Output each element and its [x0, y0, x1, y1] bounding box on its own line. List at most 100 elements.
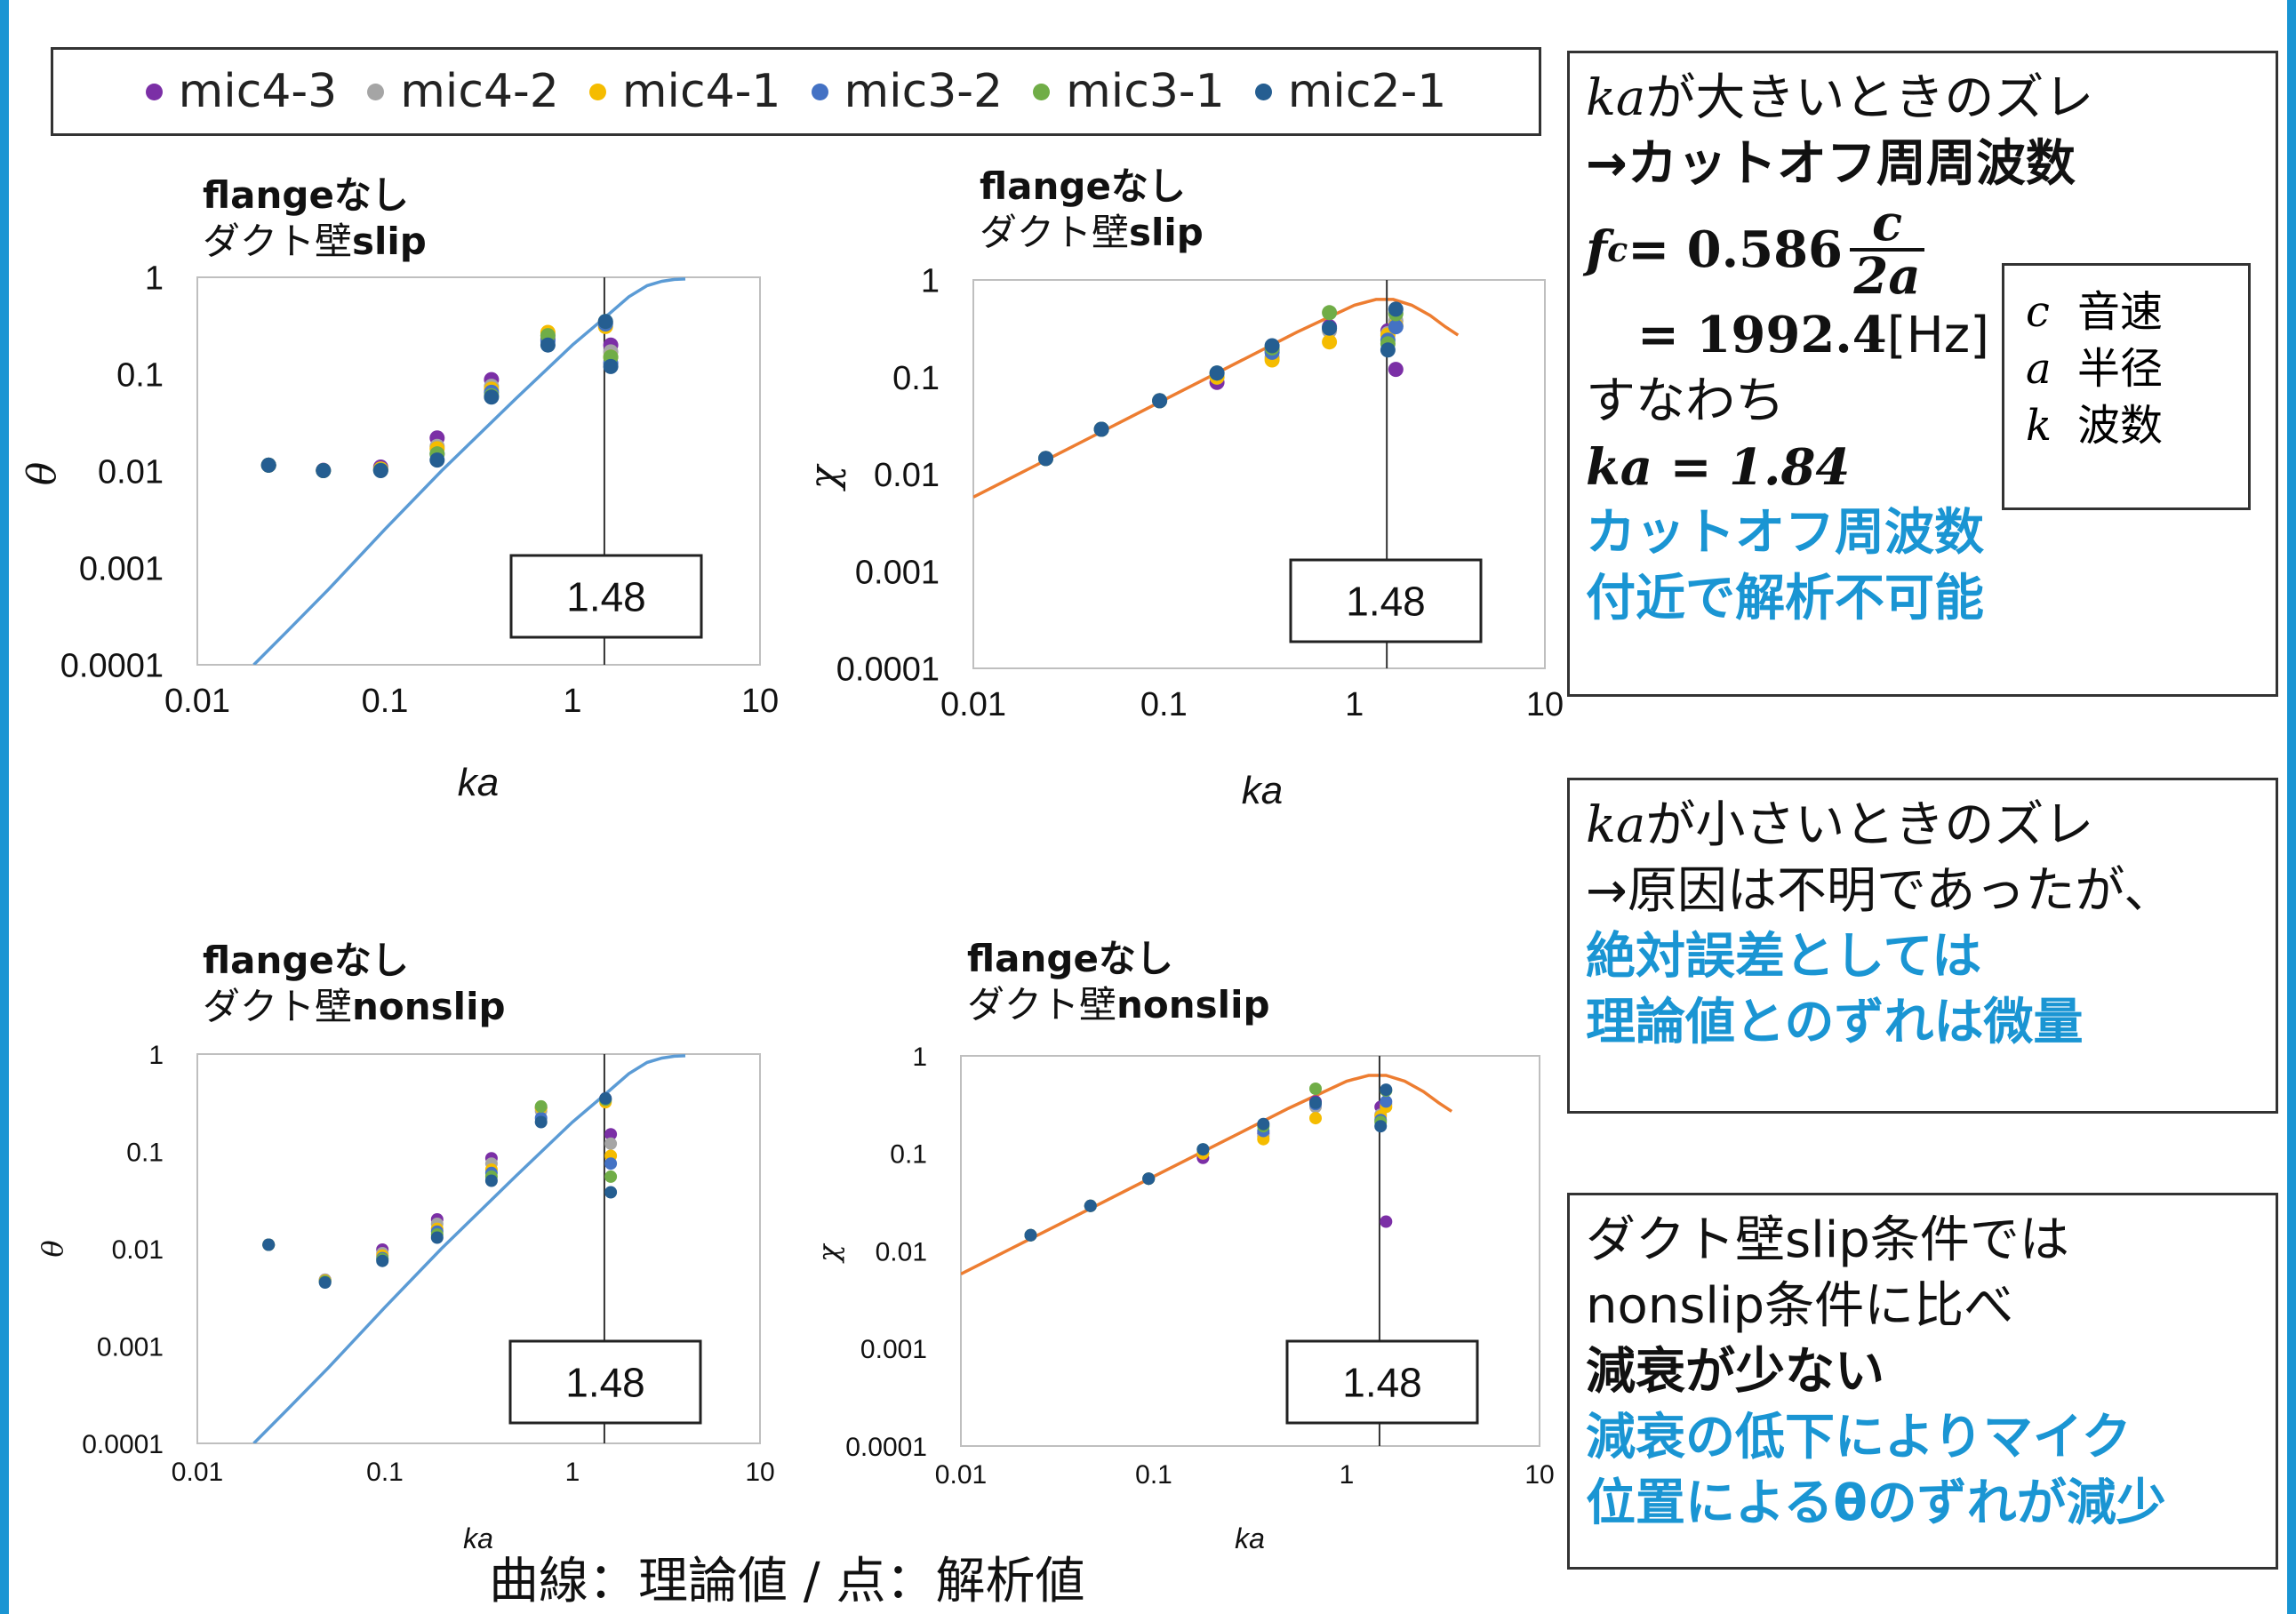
small-ka-explanation-box: kaが小さいときのズレ →原因は不明であったが、 絶対誤差としては 理論値とのず… — [1567, 778, 2278, 1114]
eq-fraction: c 2a — [1850, 198, 1925, 306]
y-tick-label: 0.1 — [116, 357, 164, 395]
x-axis-label: ka — [458, 761, 499, 804]
data-point-mic2-1 — [1196, 1143, 1210, 1156]
data-point-mic2-1 — [1024, 1228, 1037, 1242]
legend-marker-icon — [1254, 83, 1272, 100]
symbol-k: k — [2026, 401, 2052, 451]
data-point-mic2-1 — [318, 1276, 332, 1289]
data-point-mic4-2 — [604, 1137, 618, 1150]
box3-line1: ダクト壁slip条件では — [1586, 1211, 2069, 1269]
chart-2-title-bold: flangeなし — [980, 164, 1186, 208]
x-axis-label: ka — [1235, 1522, 1265, 1554]
box2-line1-text: が小さいときのズレ — [1645, 796, 2094, 854]
legend-item-mic2-1: mic2-1 — [1254, 65, 1447, 118]
eq-unit: [Hz] — [1886, 307, 1989, 364]
cutoff-label-text: 1.48 — [1342, 1360, 1422, 1406]
x-tick-label: 0.01 — [164, 683, 230, 720]
data-point-mic2-1 — [540, 337, 556, 353]
chart-2-title: flangeなし ダクト壁slip — [980, 164, 1204, 256]
y-tick-label: 0.0001 — [845, 1433, 927, 1462]
y-axis-label: χ — [802, 463, 847, 491]
data-point-mic2-1 — [260, 457, 276, 473]
symbol-definitions-box: c 音速 a 半径 k 波数 — [2002, 263, 2251, 510]
y-tick-label: 0.001 — [79, 551, 164, 588]
chart-2-subtitle: ダクト壁 — [980, 211, 1130, 254]
chart-1-subtitle-bold: slip — [352, 220, 427, 263]
y-tick-label: 0.01 — [876, 1237, 927, 1266]
eq-fraction-bar — [1850, 248, 1925, 252]
data-point-mic3-1 — [604, 1170, 618, 1183]
legend-marker-icon — [1033, 83, 1051, 100]
cutoff-value: = 1992.4[Hz] — [1586, 302, 2260, 369]
data-point-mic2-1 — [1093, 421, 1109, 437]
data-point-mic4-3 — [1380, 1215, 1393, 1228]
legend-item-mic3-2: mic3-2 — [811, 65, 1003, 118]
data-point-mic2-1 — [1374, 1120, 1388, 1133]
data-point-mic3-1 — [1309, 1083, 1322, 1095]
chart-1-title: flangeなし ダクト壁slip — [203, 172, 427, 265]
chart-3-title-bold: flangeなし — [203, 939, 409, 982]
chart-1-subtitle: ダクト壁 — [203, 220, 353, 263]
data-point-mic2-1 — [316, 463, 332, 478]
symbol-a: a — [2026, 344, 2052, 394]
symbol-c: c — [2026, 287, 2050, 337]
box1-highlight-1: カットオフ周波数 — [1586, 504, 1984, 562]
x-tick-label: 10 — [1524, 1460, 1554, 1490]
box2-line2: →原因は不明であったが、 — [1586, 862, 2174, 920]
chart-4-title: flangeなし ダクト壁nonslip — [967, 936, 1270, 1028]
legend-marker-icon — [367, 83, 385, 100]
x-tick-label: 0.01 — [935, 1460, 987, 1490]
data-point-mic2-1 — [372, 463, 388, 478]
symbol-c-desc: 音速 — [2077, 287, 2164, 337]
legend-label: mic2-1 — [1287, 65, 1447, 118]
x-tick-label: 0.1 — [1135, 1460, 1172, 1490]
y-tick-label: 0.01 — [112, 1235, 164, 1265]
plot-area — [196, 1053, 761, 1444]
data-point-mic4-1 — [1309, 1112, 1322, 1125]
legend-label: mic4-2 — [400, 65, 559, 118]
box3-highlight-1: 減衰の低下によりマイク — [1586, 1409, 2132, 1466]
chart-3-subtitle: ダクト壁 — [203, 985, 353, 1028]
box2-highlight-1: 絶対誤差としては — [1586, 928, 1982, 986]
symbol-row-c: c 音速 — [2026, 284, 2227, 340]
eq-f: f — [1586, 220, 1608, 279]
box1-line2: →カットオフ周周波数 — [1586, 135, 2076, 193]
y-tick-label: 0.0001 — [82, 1430, 164, 1459]
data-point-mic2-1 — [1322, 320, 1338, 336]
box1-line1: kaが大きいときのズレ — [1586, 66, 2260, 132]
y-tick-label: 0.001 — [860, 1335, 927, 1364]
y-tick-label: 1 — [148, 1041, 164, 1070]
data-point-mic3-1 — [1322, 305, 1338, 321]
symbol-row-k: k 波数 — [2026, 397, 2227, 454]
legend-label: mic4-1 — [621, 65, 781, 118]
chart-2: 1.48 0.01 0.1 1 10 0.0001 0.001 0.01 0.1 1 ka χ — [802, 263, 1564, 812]
box3-line3: 減衰が少ない — [1586, 1343, 1884, 1401]
legend-item-mic4-3: mic4-3 — [145, 65, 337, 118]
x-tick-label: 0.1 — [366, 1458, 404, 1487]
data-point-mic2-1 — [429, 452, 445, 468]
data-point-mic2-1 — [603, 358, 619, 374]
x-tick-label: 1 — [563, 683, 581, 720]
eq-value: = 1992.4 — [1637, 306, 1887, 364]
box1-ka-var: ka — [1586, 69, 1646, 127]
data-point-mic2-1 — [1309, 1096, 1322, 1109]
chart-1: 1.48 0.01 0.1 1 10 0.0001 0.001 0.01 0.1 1 ka θ — [20, 260, 779, 804]
x-tick-label: 10 — [1526, 686, 1564, 723]
eq-denominator: 2a — [1853, 247, 1921, 306]
data-point-mic2-1 — [376, 1254, 389, 1267]
x-tick-label: 10 — [745, 1458, 774, 1487]
data-point-mic2-1 — [597, 314, 613, 330]
chart-1-title-bold: flangeなし — [203, 173, 409, 217]
x-tick-label: 1 — [1340, 1460, 1355, 1490]
theory-curve — [252, 277, 686, 665]
y-axis-label: χ — [812, 1243, 845, 1264]
slip-comparison-box: ダクト壁slip条件では nonslip条件に比べ 減衰が少ない 減衰の低下によ… — [1567, 1193, 2278, 1570]
cutoff-label-box — [508, 1339, 702, 1425]
cutoff-label-box — [1285, 1339, 1479, 1425]
data-point-mic2-1 — [1152, 393, 1168, 409]
eq-sub-c: c — [1607, 229, 1628, 269]
data-point-mic2-1 — [1388, 301, 1404, 317]
